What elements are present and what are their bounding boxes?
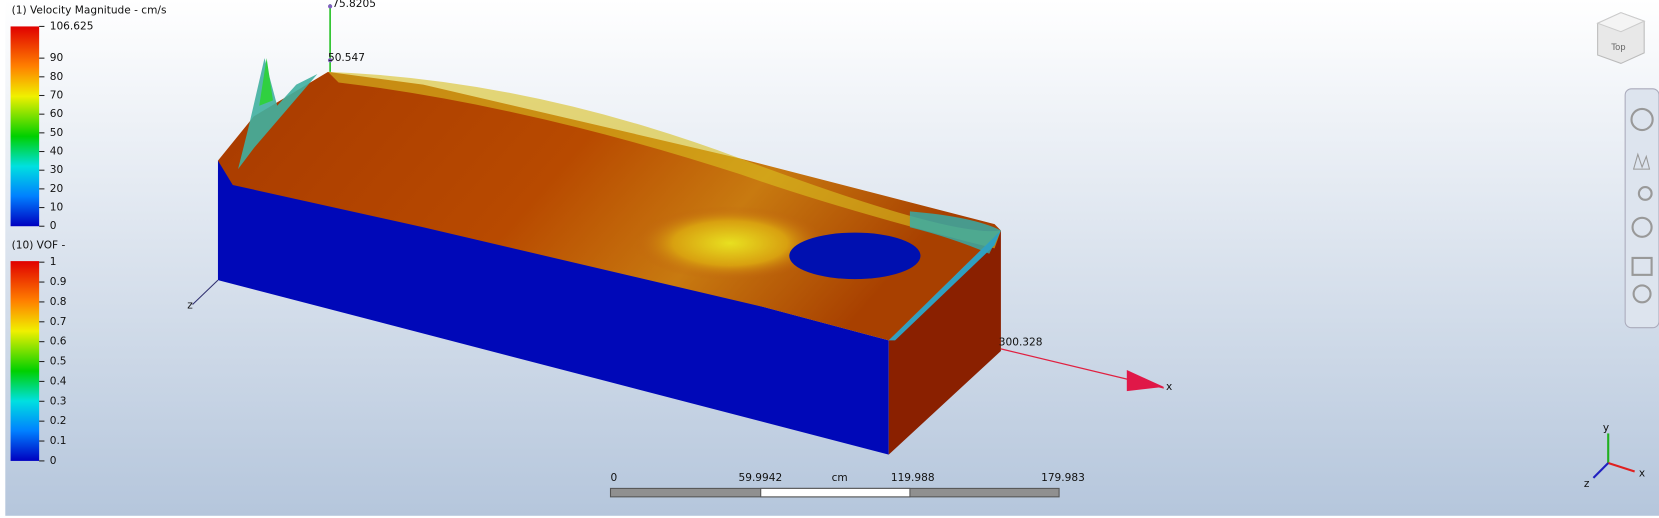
axis-label: 300.328	[999, 337, 1043, 349]
colorbar-label: 10	[50, 202, 64, 214]
colorbar-label: 0.6	[50, 336, 67, 348]
colorbar-label: 0	[50, 220, 57, 232]
colorbar-label: 0.5	[50, 356, 67, 368]
axis-label: 75.8205	[332, 0, 376, 10]
zoom-button[interactable]	[1637, 186, 1653, 201]
colorbar-label: 60	[50, 108, 64, 120]
colorbar-label: 1	[50, 256, 57, 268]
scale-label: 179.983	[1041, 472, 1085, 484]
free-surface	[217, 71, 1001, 341]
hole	[789, 232, 921, 280]
axis-label: 50.547	[328, 52, 365, 64]
axes: 75.8205 50.547 300.328 x z	[187, 0, 1172, 393]
rotate-button[interactable]	[1631, 216, 1653, 238]
scale-label: 59.9942	[739, 472, 783, 484]
left-splash	[238, 58, 318, 170]
view-cube-label: Top	[1610, 42, 1625, 52]
colorbar-label: 90	[50, 52, 64, 64]
x-arrow	[1126, 370, 1164, 392]
colorbar-label: 0.1	[50, 435, 67, 447]
legend-title: (10) VOF -	[12, 239, 66, 251]
triad-label: z	[1584, 478, 1590, 490]
colorbar-label: 0	[50, 455, 57, 467]
colorbar-label: 0.4	[50, 375, 67, 387]
scale-label: 119.988	[891, 472, 935, 484]
scale-unit: cm	[832, 472, 848, 484]
right-face	[888, 230, 1001, 455]
front-face	[217, 160, 889, 455]
colorbar-label: 0.7	[50, 316, 67, 328]
triad: y x z	[1584, 422, 1645, 490]
edge-splash	[909, 211, 1001, 254]
y-marker	[327, 4, 333, 9]
colorbar-label: 50	[50, 127, 64, 139]
colorbar	[10, 261, 40, 461]
legend-title: (1) Velocity Magnitude - cm/s	[12, 5, 167, 17]
triad-label: x	[1639, 468, 1645, 480]
colorbar-label: 0.2	[50, 415, 67, 427]
surface-hump	[634, 206, 826, 281]
pan-button[interactable]	[1632, 152, 1651, 170]
colorbar-label: 0.3	[50, 395, 67, 407]
orbit-button[interactable]	[1630, 107, 1654, 132]
colorbar-label: 80	[50, 71, 64, 83]
colorbar-label: 30	[50, 164, 64, 176]
colorbar-label: 40	[50, 146, 64, 158]
scale-label: 0	[610, 472, 617, 484]
spike	[259, 58, 273, 106]
z-axis	[192, 279, 219, 305]
reset-button[interactable]	[1632, 284, 1652, 304]
colorbar-label: 0.8	[50, 296, 67, 308]
fit-button[interactable]	[1631, 256, 1653, 276]
colorbar	[10, 26, 40, 227]
axis-label: x	[1166, 381, 1172, 393]
scale-bar: cm 0 59.9942 119.988 179.983	[609, 472, 1085, 498]
legends: (1) Velocity Magnitude - cm/s (10) VOF -…	[10, 5, 167, 467]
model	[217, 58, 1001, 455]
scale-segment	[760, 487, 911, 498]
colorbar-label: 20	[50, 183, 64, 195]
bottom-edge	[0, 515, 1659, 518]
colorbar-label: 0.9	[50, 276, 67, 288]
view-cube[interactable]: Top	[1596, 12, 1646, 64]
triad-label: y	[1603, 422, 1609, 434]
toolbar	[1624, 88, 1659, 329]
axis-label: z	[187, 300, 193, 312]
colorbar-label: 106.625	[50, 20, 94, 32]
y-marker	[327, 58, 333, 63]
colorbar-label: 70	[50, 89, 64, 101]
